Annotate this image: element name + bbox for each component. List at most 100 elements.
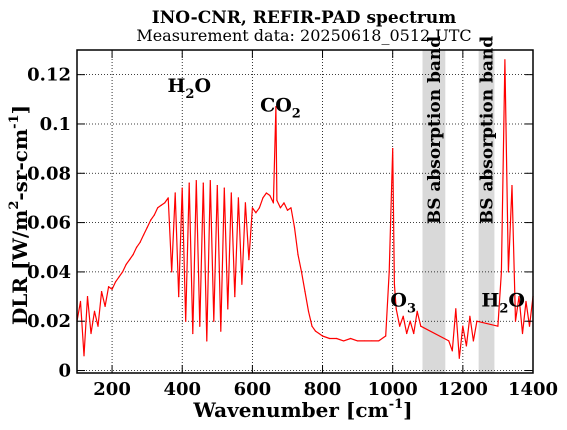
data-point [328, 337, 331, 340]
chart-subtitle: Measurement data: 20250618_0512 UTC [136, 26, 471, 45]
annotation-tail: O [194, 75, 211, 97]
data-point [497, 325, 499, 327]
data-point [258, 207, 260, 209]
data-point [455, 308, 457, 310]
annotation-base: H [167, 75, 185, 97]
plot-frame [76, 49, 534, 374]
grid [77, 50, 534, 373]
data-point [385, 335, 387, 337]
data-point [86, 295, 89, 298]
x-axis-label-sup: -1 [389, 397, 403, 412]
data-point [342, 340, 345, 342]
data-point [465, 345, 467, 347]
data-point [279, 207, 282, 209]
data-point [153, 214, 155, 216]
data-point [321, 335, 324, 337]
data-point [521, 332, 524, 335]
x-tick-label-6: 1400 [508, 379, 558, 400]
x-tick-label-3: 800 [304, 379, 342, 400]
x-tick-label-0: 200 [93, 379, 131, 400]
absorption-band-1 [478, 50, 495, 373]
data-point [199, 325, 201, 327]
y-axis-label-p2: -sr-cm [8, 129, 32, 201]
data-point [507, 271, 510, 273]
x-axis-ticks: 200 400 600 800 1000 1200 1400 [93, 50, 558, 400]
y-tick-label-1: 0.02 [27, 311, 71, 332]
data-point [143, 234, 145, 236]
data-point [378, 340, 380, 342]
data-point [114, 281, 117, 283]
data-point [136, 246, 138, 248]
data-point [122, 271, 124, 273]
y-axis-label-sup2: -1 [7, 114, 22, 128]
data-point [286, 209, 289, 211]
data-point [314, 330, 317, 332]
data-point [118, 276, 120, 278]
data-point [241, 283, 243, 285]
data-point [275, 106, 277, 108]
data-point [213, 320, 215, 322]
data-point [160, 204, 162, 206]
y-tick-label-5: 0.1 [40, 114, 71, 135]
data-point [132, 254, 134, 256]
y-axis-label-p1: DLR [W/m [8, 210, 32, 325]
data-point [318, 332, 320, 335]
data-point [139, 241, 141, 243]
data-point [255, 212, 257, 214]
data-point [304, 291, 306, 293]
data-point [220, 330, 222, 332]
x-tick-label-4: 1000 [368, 379, 418, 400]
data-point [100, 291, 103, 293]
data-point [181, 187, 183, 189]
data-point [413, 332, 415, 335]
annotation-base: CO [260, 95, 292, 117]
data-point [388, 271, 390, 273]
data-point [202, 182, 204, 184]
data-point [79, 300, 82, 303]
data-point [178, 295, 180, 298]
chart-title: INO-CNR, REFIR-PAD spectrum [152, 8, 456, 28]
annotation-1: CO2 [260, 95, 301, 122]
annotation-sub: 2 [185, 87, 194, 102]
data-point [107, 286, 110, 288]
data-point [364, 340, 366, 342]
data-point [83, 355, 85, 357]
data-point [276, 199, 278, 202]
y-tick-label-2: 0.04 [27, 262, 71, 283]
data-point [272, 202, 275, 204]
data-point [469, 315, 471, 317]
data-point [416, 310, 418, 312]
data-point [448, 340, 450, 342]
data-point [283, 202, 285, 204]
data-point [129, 258, 131, 261]
data-point [518, 295, 520, 298]
data-point [462, 325, 464, 327]
series-line-0 [76, 59, 534, 359]
x-axis-label-tail: ] [403, 398, 412, 422]
data-point [174, 192, 176, 194]
data-point [227, 308, 229, 310]
data-point [350, 337, 352, 340]
y-axis-label-p3: ] [8, 105, 32, 114]
data-point [265, 192, 268, 194]
data-point [97, 325, 99, 327]
y-tick-label-3: 0.06 [27, 213, 71, 234]
data-point [216, 185, 218, 187]
data-point [392, 148, 394, 150]
annotation-tail: O [508, 289, 525, 311]
data-point [293, 226, 296, 229]
data-point [90, 332, 92, 335]
data-point [206, 340, 208, 342]
annotation-base: O [390, 289, 407, 311]
y-tick-label-4: 0.08 [27, 163, 71, 184]
data-point [104, 305, 106, 308]
data-point [192, 332, 194, 335]
data-point [528, 325, 531, 327]
data-point [402, 315, 404, 317]
data-point [451, 350, 453, 352]
data-point [269, 194, 271, 197]
annotation-sub: 2 [292, 107, 301, 122]
series-layer [76, 59, 534, 359]
